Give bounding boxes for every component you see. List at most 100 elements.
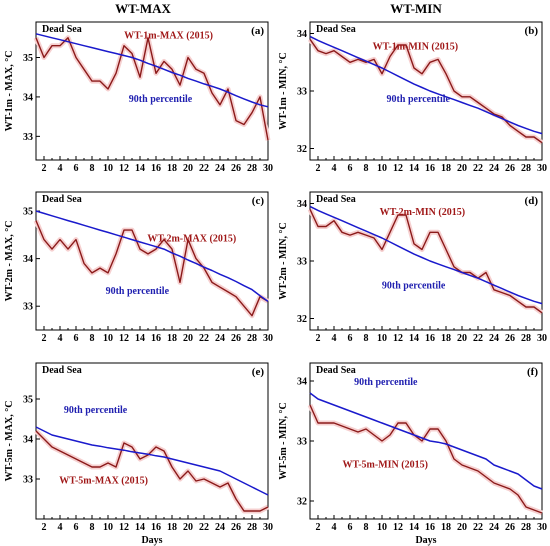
x-tick-label: 26 bbox=[505, 522, 515, 533]
x-tick-label: 18 bbox=[441, 333, 451, 344]
x-tick-label: 14 bbox=[409, 522, 419, 533]
x-tick-label: 20 bbox=[183, 522, 193, 533]
x-tick-label: 2 bbox=[316, 333, 321, 344]
percentile-annotation: 90th percentile bbox=[354, 377, 418, 388]
x-tick-label: 22 bbox=[473, 163, 483, 174]
x-tick-label: 12 bbox=[119, 522, 129, 533]
observed-line-halo bbox=[34, 429, 270, 514]
x-tick-label: 30 bbox=[263, 333, 273, 344]
x-tick-label: 28 bbox=[247, 522, 257, 533]
panel-tag: (c) bbox=[252, 195, 265, 207]
observed-line-halo bbox=[307, 37, 544, 145]
y-tick-label: 33 bbox=[23, 132, 33, 143]
x-tick-label: 16 bbox=[425, 333, 435, 344]
site-label: Dead Sea bbox=[316, 24, 356, 35]
y-tick-label: 32 bbox=[297, 144, 307, 155]
x-tick-label: 10 bbox=[103, 522, 113, 533]
x-tick-label: 4 bbox=[332, 333, 337, 344]
y-tick-label: 34 bbox=[23, 435, 33, 446]
panel-tag: (a) bbox=[251, 25, 264, 37]
y-tick-label: 34 bbox=[23, 92, 33, 103]
percentile-line bbox=[309, 35, 543, 135]
y-tick-label: 33 bbox=[297, 257, 307, 268]
x-tick-label: 2 bbox=[42, 163, 47, 174]
x-tick-label: 26 bbox=[231, 522, 241, 533]
observed-annotation: WT-1m-MAX (2015) bbox=[124, 30, 213, 41]
x-tick-label: 30 bbox=[537, 333, 547, 344]
x-tick-label: 4 bbox=[332, 522, 337, 533]
plot-frame bbox=[35, 362, 269, 520]
x-tick-label: 18 bbox=[167, 522, 177, 533]
x-tick-label: 6 bbox=[74, 333, 79, 344]
x-tick-label: 22 bbox=[473, 522, 483, 533]
y-axis-label: WT-5m - MAX, °C bbox=[4, 401, 15, 482]
x-tick-label: 10 bbox=[377, 163, 387, 174]
y-tick-label: 34 bbox=[297, 199, 307, 210]
percentile-annotation: 90th percentile bbox=[129, 94, 193, 105]
panel-tag: (e) bbox=[252, 366, 265, 378]
x-tick-label: 26 bbox=[505, 333, 515, 344]
x-tick-label: 6 bbox=[348, 163, 353, 174]
x-tick-label: 4 bbox=[332, 163, 337, 174]
x-tick-label: 16 bbox=[151, 163, 161, 174]
x-tick-label: 2 bbox=[42, 522, 47, 533]
x-tick-label: 26 bbox=[505, 163, 515, 174]
x-tick-label: 14 bbox=[135, 333, 145, 344]
x-tick-label: 12 bbox=[393, 522, 403, 533]
x-axis-label: Days bbox=[141, 535, 162, 546]
x-tick-label: 12 bbox=[393, 163, 403, 174]
observed-line bbox=[35, 430, 269, 512]
x-tick-label: 24 bbox=[489, 522, 499, 533]
percentile-line bbox=[309, 392, 543, 490]
site-label: Dead Sea bbox=[42, 365, 82, 376]
x-tick-label: 20 bbox=[183, 333, 193, 344]
x-tick-label: 4 bbox=[58, 522, 63, 533]
percentile-line bbox=[35, 33, 269, 108]
x-tick-label: 8 bbox=[364, 163, 369, 174]
x-tick-label: 12 bbox=[119, 333, 129, 344]
observed-annotation: WT-1m-MIN (2015) bbox=[373, 41, 458, 52]
site-label: Dead Sea bbox=[316, 194, 356, 205]
y-tick-label: 32 bbox=[297, 314, 307, 325]
y-axis-label: WT-1m - MIN, °C bbox=[278, 52, 289, 130]
x-tick-label: 28 bbox=[247, 333, 257, 344]
x-tick-label: 14 bbox=[409, 163, 419, 174]
x-tick-label: 16 bbox=[425, 163, 435, 174]
x-tick-label: 28 bbox=[521, 163, 531, 174]
panel-tag: (d) bbox=[525, 195, 539, 207]
x-tick-label: 6 bbox=[74, 163, 79, 174]
x-tick-label: 18 bbox=[441, 522, 451, 533]
x-tick-label: 22 bbox=[199, 522, 209, 533]
y-axis-label: WT-5m - MIN, °C bbox=[278, 402, 289, 480]
x-tick-label: 30 bbox=[263, 163, 273, 174]
x-tick-label: 8 bbox=[90, 333, 95, 344]
x-tick-label: 8 bbox=[90, 522, 95, 533]
x-tick-label: 6 bbox=[74, 522, 79, 533]
x-tick-label: 18 bbox=[167, 163, 177, 174]
x-tick-label: 30 bbox=[537, 522, 547, 533]
observed-line-halo bbox=[307, 208, 544, 315]
x-tick-label: 28 bbox=[247, 163, 257, 174]
x-tick-label: 10 bbox=[103, 163, 113, 174]
x-tick-label: 2 bbox=[42, 333, 47, 344]
x-tick-label: 24 bbox=[489, 163, 499, 174]
y-tick-label: 32 bbox=[297, 497, 307, 508]
x-tick-label: 10 bbox=[377, 522, 387, 533]
site-label: Dead Sea bbox=[316, 365, 356, 376]
y-tick-label: 35 bbox=[23, 53, 33, 64]
y-tick-label: 34 bbox=[297, 377, 307, 388]
percentile-annotation: 90th percentile bbox=[64, 405, 128, 416]
x-tick-label: 16 bbox=[151, 522, 161, 533]
y-tick-label: 33 bbox=[23, 302, 33, 313]
y-tick-label: 35 bbox=[23, 207, 33, 218]
percentile-line bbox=[35, 210, 269, 303]
x-tick-label: 12 bbox=[393, 333, 403, 344]
y-axis-label: WT-2m - MIN, °C bbox=[278, 222, 289, 300]
observed-line bbox=[309, 404, 543, 514]
x-tick-label: 14 bbox=[135, 163, 145, 174]
x-tick-label: 12 bbox=[119, 163, 129, 174]
